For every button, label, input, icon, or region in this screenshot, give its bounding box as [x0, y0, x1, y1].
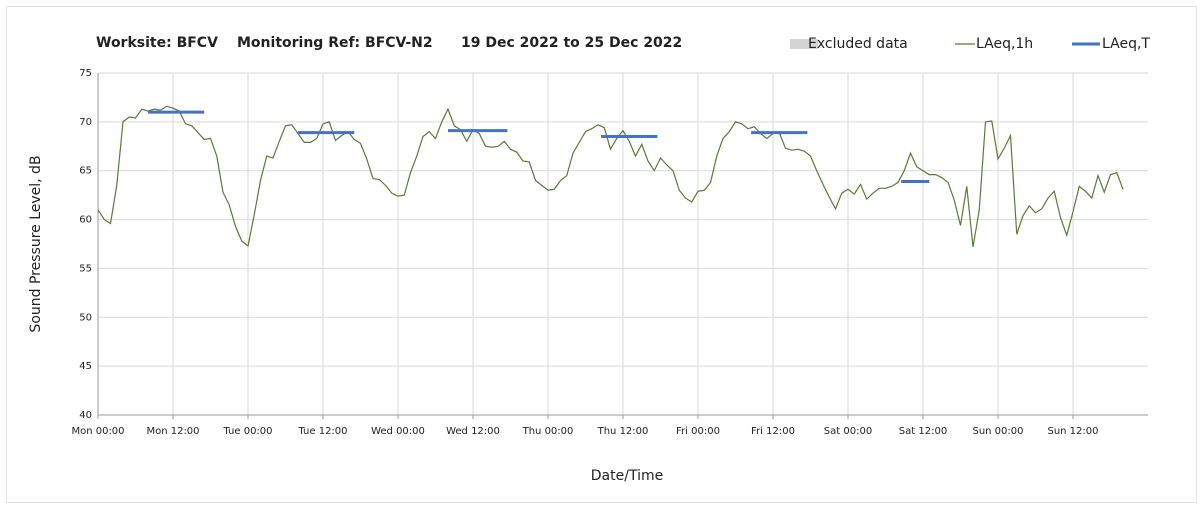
chart-title: Monitoring Ref: BFCV-N2 — [237, 35, 433, 51]
y-tick-label: 75 — [79, 68, 92, 79]
x-tick-label: Sun 00:00 — [972, 426, 1023, 437]
x-tick-label: Mon 12:00 — [146, 426, 199, 437]
y-tick-label: 55 — [79, 263, 92, 274]
x-tick-label: Sat 12:00 — [899, 426, 947, 437]
legend-swatch — [790, 39, 818, 49]
x-tick-label: Tue 12:00 — [297, 426, 347, 437]
legend-label: Excluded data — [808, 36, 908, 52]
chart-title: Worksite: BFCV — [96, 35, 218, 51]
x-tick-label: Sun 12:00 — [1047, 426, 1098, 437]
legend-label: LAeq,1h — [976, 36, 1033, 52]
y-tick-label: 70 — [79, 117, 92, 128]
y-tick-label: 45 — [79, 361, 92, 372]
x-tick-label: Wed 12:00 — [446, 426, 500, 437]
chart-title: 19 Dec 2022 to 25 Dec 2022 — [461, 35, 682, 51]
chart-frame — [6, 6, 1197, 503]
y-tick-label: 40 — [79, 410, 92, 421]
x-tick-label: Tue 00:00 — [222, 426, 272, 437]
x-tick-label: Mon 00:00 — [71, 426, 124, 437]
x-axis-label: Date/Time — [591, 468, 663, 484]
legend-label: LAeq,T — [1102, 36, 1150, 52]
x-tick-label: Thu 00:00 — [522, 426, 574, 437]
x-tick-label: Wed 00:00 — [371, 426, 425, 437]
data-line — [97, 105, 1124, 248]
x-tick-label: Fri 12:00 — [751, 426, 795, 437]
y-tick-label: 60 — [79, 215, 92, 226]
x-tick-label: Fri 00:00 — [676, 426, 720, 437]
x-tick-label: Thu 12:00 — [597, 426, 649, 437]
y-tick-label: 50 — [79, 312, 92, 323]
x-tick-label: Sat 00:00 — [824, 426, 872, 437]
y-axis-label: Sound Pressure Level, dB — [28, 155, 44, 332]
y-tick-label: 65 — [79, 166, 92, 177]
